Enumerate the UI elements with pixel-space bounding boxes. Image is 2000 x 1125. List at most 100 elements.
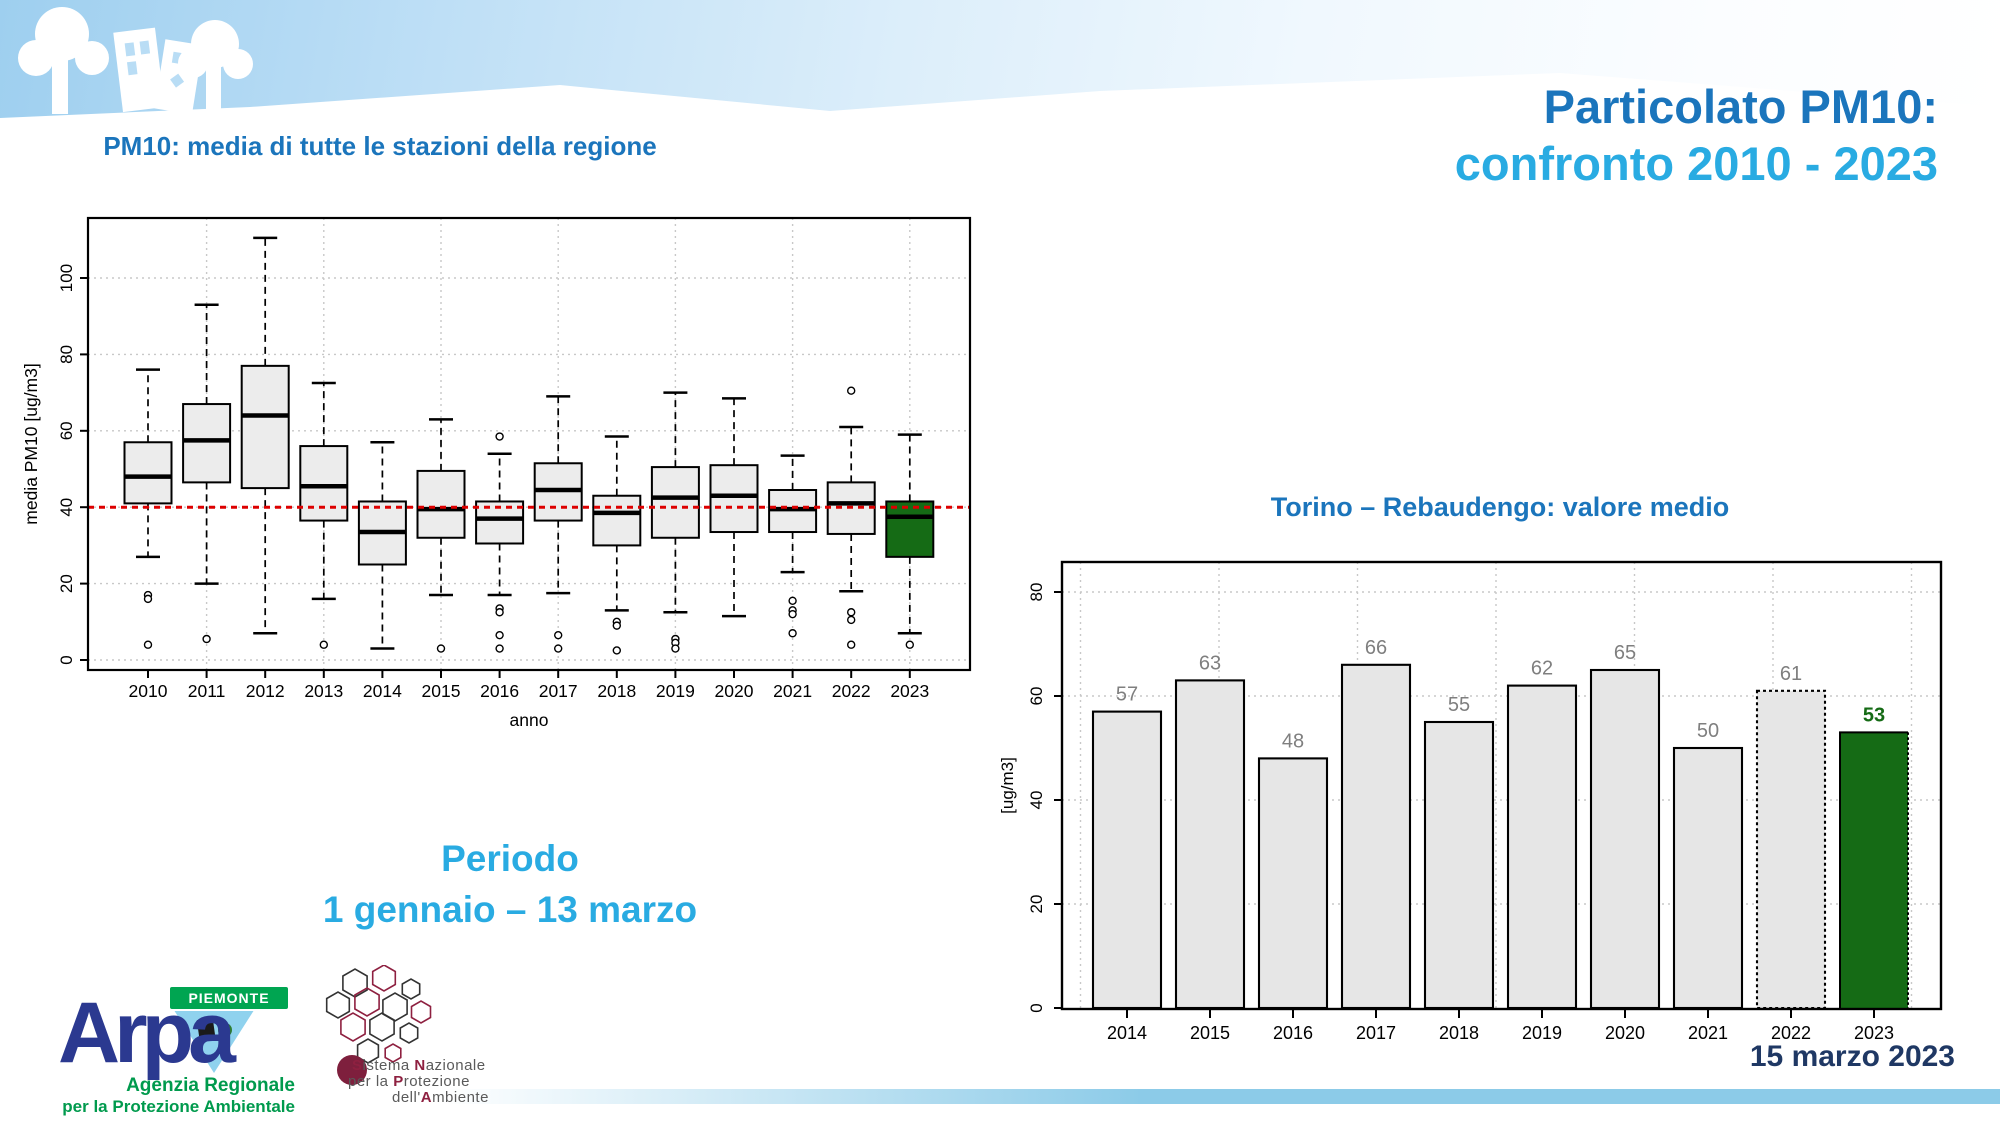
bar-2018: 55 bbox=[1423, 694, 1495, 1010]
x-tick-label: 2010 bbox=[129, 681, 168, 701]
outlier-point bbox=[847, 608, 856, 617]
bar-2023: 53 bbox=[1839, 704, 1909, 1008]
plot-frame bbox=[1060, 560, 1943, 1011]
hexagon-icon bbox=[340, 1012, 366, 1042]
outlier-point bbox=[554, 644, 563, 653]
boxplot-chart: 0 20 40 60 80 100 2010 2011 2012 2013 2014 2015 2016… bbox=[20, 160, 1010, 745]
x-tick-label: 2017 bbox=[1356, 1023, 1396, 1043]
main-title-line2: confronto 2010 - 2023 bbox=[1454, 137, 1938, 190]
hexagon-icon bbox=[369, 1012, 395, 1042]
hexagon-icon bbox=[342, 968, 368, 998]
bar-value-label: 65 bbox=[1614, 642, 1636, 664]
tree-icon bbox=[18, 7, 109, 114]
x-tick-label: 2012 bbox=[246, 681, 285, 701]
barchart-title: Torino – Rebaudengo: valore medio bbox=[1270, 492, 1730, 522]
x-tick-label: 2020 bbox=[1605, 1023, 1645, 1043]
x-tick-label: 2014 bbox=[363, 681, 402, 701]
y-tick-label: 20 bbox=[1027, 895, 1046, 914]
period-range: 1 gennaio – 13 marzo bbox=[322, 889, 698, 930]
outlier-point bbox=[319, 640, 328, 649]
x-tick-label: 2015 bbox=[1190, 1023, 1230, 1043]
boxplot-2011 bbox=[182, 303, 232, 644]
x-tick-label: 2016 bbox=[480, 681, 519, 701]
main-title: Particolato PM10: confronto 2010 - 2023 bbox=[1455, 78, 1938, 192]
bar-value-label: 50 bbox=[1697, 720, 1719, 742]
bar-2022: 61 bbox=[1755, 663, 1827, 1010]
boxplot-svg: 0 20 40 60 80 100 2010 2011 2012 2013 2014 2015 2016… bbox=[21, 216, 972, 730]
bar-value-label: 66 bbox=[1365, 637, 1387, 659]
outlier-point bbox=[612, 646, 621, 655]
x-tick-label: 2017 bbox=[539, 681, 578, 701]
boxplot-2021 bbox=[768, 454, 818, 638]
period-block: Periodo 1 gennaio – 13 marzo bbox=[210, 833, 810, 935]
arpa-subtitle-line2: per la Protezione Ambientale bbox=[62, 1097, 295, 1116]
hexagon-icon bbox=[401, 978, 421, 1000]
snpa-line2: per la Protezione bbox=[348, 1073, 470, 1090]
boxplot-2017 bbox=[533, 395, 583, 653]
outlier-point bbox=[788, 629, 797, 638]
snpa-dot-icon bbox=[337, 1055, 367, 1085]
outlier-point bbox=[671, 644, 680, 653]
x-tick-label: 2021 bbox=[1688, 1023, 1728, 1043]
outlier-point bbox=[554, 630, 563, 640]
boxplot-2015 bbox=[416, 418, 466, 653]
x-tick-label: 2022 bbox=[832, 681, 871, 701]
y-tick-label: 40 bbox=[1027, 791, 1046, 810]
outlier-point bbox=[495, 644, 504, 653]
bar-chart-svg: 57 63 48 66 55 62 65 50 61 53 0 20 40 60 80 2014 2015 201… bbox=[998, 560, 1943, 1043]
x-tick-label: 2016 bbox=[1273, 1023, 1313, 1043]
header-band bbox=[0, 0, 2000, 132]
outlier-point bbox=[202, 634, 211, 644]
arpa-triangle-detail bbox=[218, 1023, 232, 1037]
outlier-point bbox=[788, 596, 797, 605]
x-tick-label: 2023 bbox=[890, 681, 929, 701]
hexagon-icon bbox=[371, 965, 397, 992]
outlier-point bbox=[847, 640, 856, 649]
bar-2017: 66 bbox=[1340, 637, 1412, 1010]
bar-value-label: 63 bbox=[1199, 652, 1221, 674]
bar-2015: 63 bbox=[1174, 652, 1246, 1010]
hexagon-icon bbox=[325, 991, 351, 1019]
boxplot-2014 bbox=[357, 441, 407, 650]
hexagon-icon bbox=[384, 1043, 402, 1063]
outlier-point bbox=[436, 644, 446, 653]
boxplot-title: PM10: media di tutte le stazioni della r… bbox=[103, 131, 657, 161]
x-tick-label: 2018 bbox=[597, 681, 636, 701]
y-axis-title: [ug/m3] bbox=[1000, 757, 1017, 814]
x-tick-label: 2018 bbox=[1439, 1023, 1479, 1043]
outlier-point bbox=[847, 386, 856, 395]
horizon-shape bbox=[0, 73, 2000, 132]
x-tick-label: 2019 bbox=[1522, 1023, 1562, 1043]
x-tick-label: 2021 bbox=[773, 681, 812, 701]
hexagon-icon bbox=[410, 1000, 432, 1024]
bar-2020: 65 bbox=[1589, 642, 1661, 1010]
bar-value-label: 61 bbox=[1780, 663, 1802, 685]
x-tick-label: 2015 bbox=[422, 681, 461, 701]
x-axis-title: anno bbox=[510, 710, 549, 730]
main-title-line1: Particolato PM10: bbox=[1543, 80, 1938, 133]
y-tick-label: 40 bbox=[57, 498, 76, 517]
hexagon-icon bbox=[399, 1022, 419, 1044]
outlier-point bbox=[905, 640, 914, 649]
arpa-piemonte-logo: PIEMONTE Arpa Agenzia Regionale per la P… bbox=[40, 975, 310, 1120]
y-tick-label: 100 bbox=[57, 264, 76, 292]
snpa-hexagons-icon bbox=[325, 965, 432, 1085]
outlier-point bbox=[847, 615, 856, 625]
bar-chart: 57 63 48 66 55 62 65 50 61 53 0 20 40 60 80 2014 2015 201… bbox=[998, 545, 1990, 1090]
y-tick-label: 0 bbox=[57, 655, 76, 664]
boxplot-2020 bbox=[709, 397, 759, 618]
hexagon-icon bbox=[382, 992, 408, 1022]
outlier-point bbox=[495, 608, 504, 617]
boxplot-2023 bbox=[885, 433, 935, 649]
y-axis-title: media PM10 [ug/m3] bbox=[21, 363, 41, 524]
outlier-point bbox=[788, 609, 797, 619]
y-tick-label: 80 bbox=[57, 345, 76, 364]
x-tick-label: 2019 bbox=[656, 681, 695, 701]
plot-frame bbox=[86, 216, 972, 672]
y-tick-label: 20 bbox=[57, 574, 76, 593]
boxplot-2016 bbox=[475, 432, 525, 653]
x-tick-label: 2023 bbox=[1854, 1023, 1894, 1043]
buildings-icon bbox=[113, 27, 203, 115]
outlier-point bbox=[495, 432, 504, 441]
